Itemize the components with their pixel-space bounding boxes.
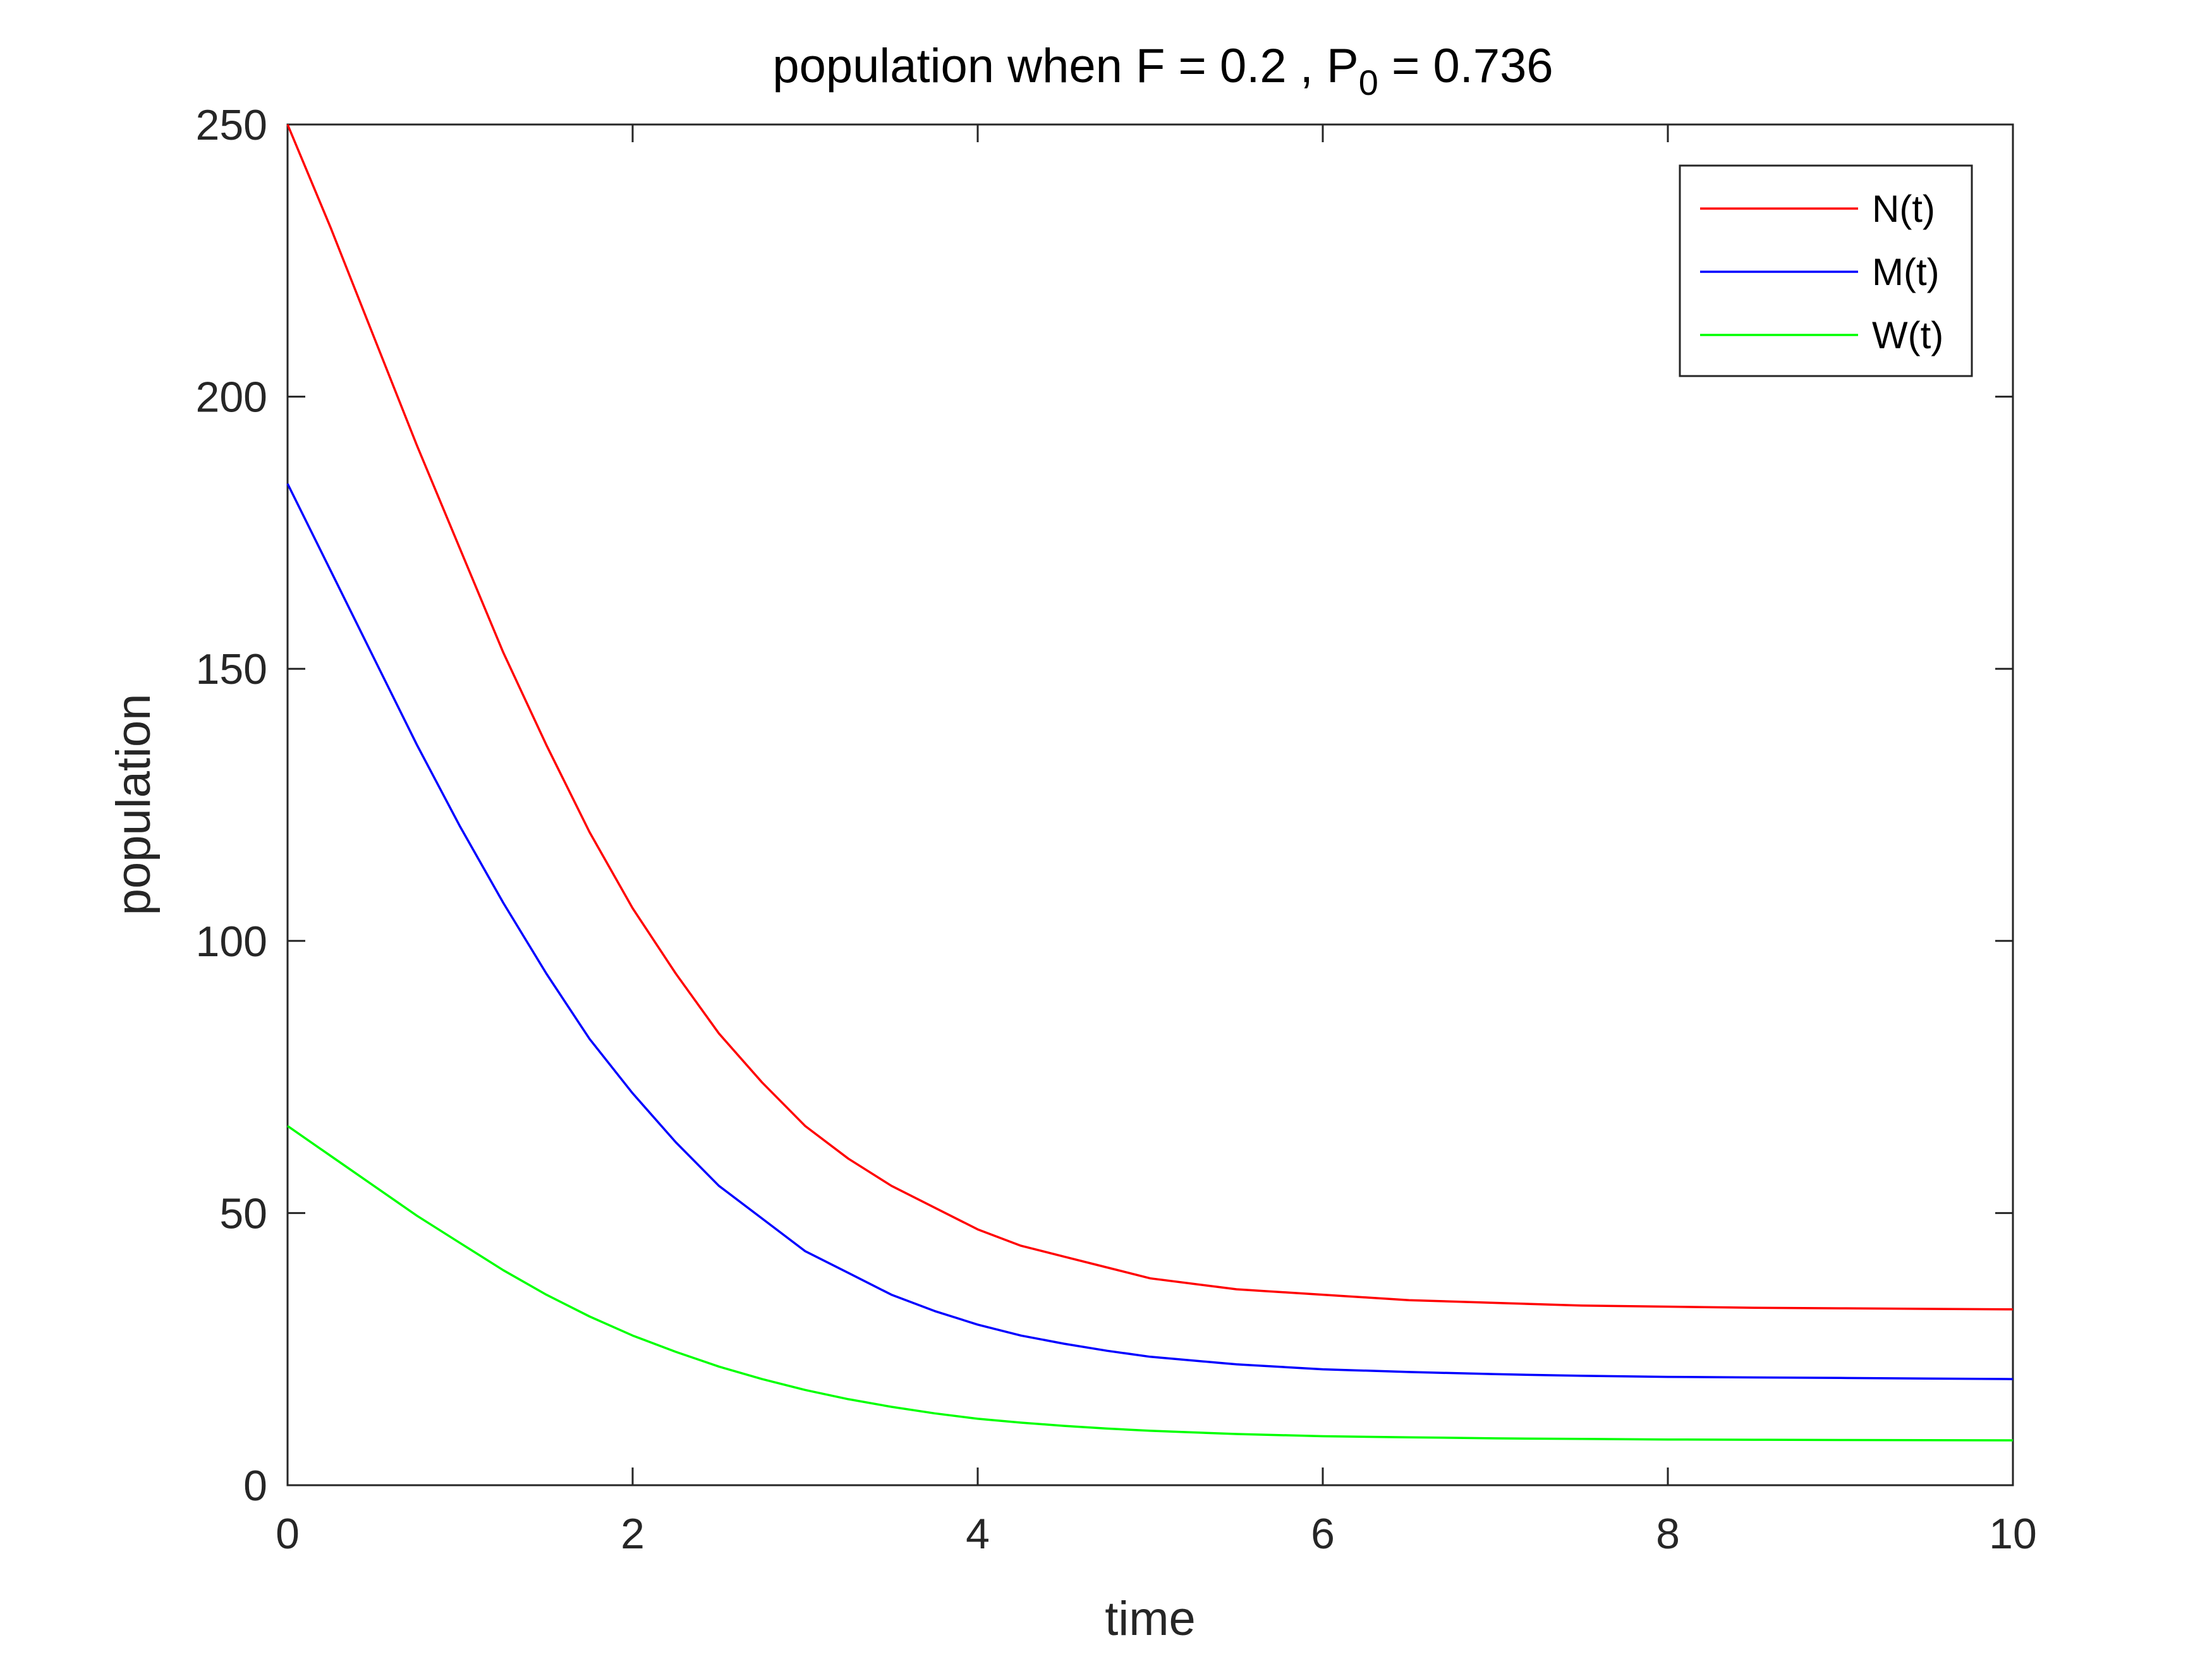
chart-title-suffix: = 0.736 xyxy=(1378,39,1553,93)
y-tick-label: 200 xyxy=(196,374,267,422)
x-tick-label: 10 xyxy=(1989,1510,2037,1558)
legend-label: N(t) xyxy=(1872,188,1935,230)
y-tick-label: 50 xyxy=(219,1189,267,1237)
x-tick-label: 4 xyxy=(966,1510,990,1558)
chart-title-main: population when F = 0.2 , P xyxy=(772,39,1358,93)
y-axis-ticks xyxy=(288,123,2013,1486)
x-axis-tick-labels: 0 2 4 6 8 10 xyxy=(276,1510,2037,1558)
x-tick-label: 0 xyxy=(276,1510,300,1558)
legend: N(t) M(t) W(t) xyxy=(1679,164,1973,377)
chart-title-subscript: 0 xyxy=(1359,63,1378,102)
legend-items: N(t) M(t) W(t) xyxy=(1700,188,1943,356)
y-tick-label: 150 xyxy=(196,645,267,693)
series-line-wt xyxy=(287,1125,2014,1442)
series-line-nt xyxy=(286,124,2014,1311)
series-lines xyxy=(286,124,2014,1442)
y-tick-label: 0 xyxy=(243,1462,267,1510)
x-axis-ticks xyxy=(286,125,2014,1485)
x-tick-label: 8 xyxy=(1656,1510,1680,1558)
legend-label: M(t) xyxy=(1872,251,1940,293)
x-tick-label: 2 xyxy=(621,1510,645,1558)
y-axis-label: population xyxy=(107,694,161,916)
legend-label: W(t) xyxy=(1872,314,1943,356)
x-tick-label: 6 xyxy=(1311,1510,1335,1558)
y-tick-label: 100 xyxy=(196,918,267,966)
y-tick-label: 250 xyxy=(196,101,267,149)
y-axis-tick-labels: 0 50 100 150 200 250 xyxy=(196,101,267,1510)
series-line-mt xyxy=(286,483,2014,1380)
x-axis-label: time xyxy=(1105,1592,1196,1646)
chart-title: population when F = 0.2 , P0 = 0.736 xyxy=(772,39,1553,102)
